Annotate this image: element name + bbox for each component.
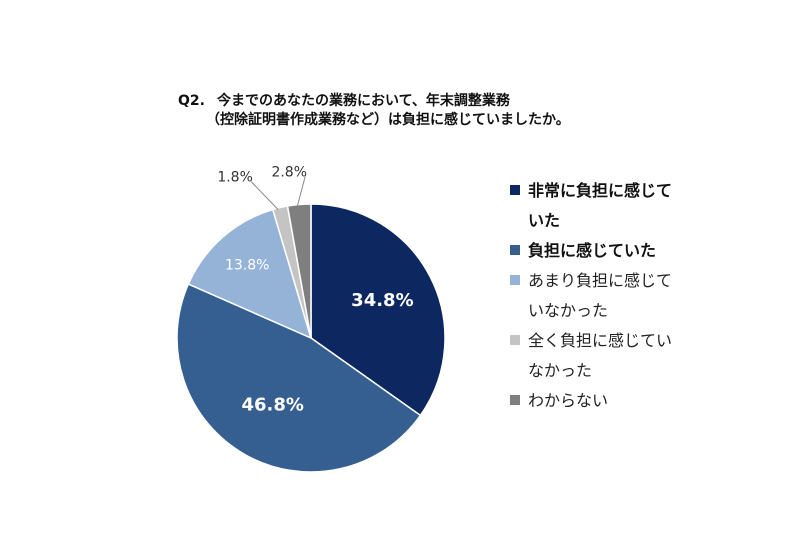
legend-label-line2: なかった xyxy=(528,361,593,380)
legend: 非常に負担に感じて いた 負担に感じていた あまり負担に感じて いなかった 全く… xyxy=(510,176,720,416)
title-line-1: 今までのあなたの業務において、年末調整業務 xyxy=(217,93,510,109)
legend-swatch xyxy=(510,245,520,255)
legend-item-not-much: あまり負担に感じて いなかった xyxy=(510,266,720,326)
question-number: Q2. xyxy=(178,93,205,109)
slice-very-burdened xyxy=(310,203,446,417)
legend-swatch xyxy=(510,275,520,285)
label-dont-know: 2.8% xyxy=(271,165,307,181)
legend-swatch xyxy=(510,395,520,405)
legend-item-not-at-all: 全く負担に感じてい なかった xyxy=(510,326,720,386)
label-not-much: 13.8% xyxy=(225,258,269,274)
legend-label-line2: いなかった xyxy=(528,301,609,320)
legend-swatch xyxy=(510,335,520,345)
title-line-2: （控除証明書作成業務など）は負担に感じていましたか。 xyxy=(206,112,570,128)
label-not-at-all: 1.8% xyxy=(217,170,253,186)
slice-dont-know xyxy=(286,203,312,339)
callout-line xyxy=(250,181,279,210)
legend-item-burdened: 負担に感じていた xyxy=(510,236,720,266)
label-burdened: 46.8% xyxy=(241,395,303,416)
legend-swatch xyxy=(510,185,520,195)
callout-line xyxy=(296,176,306,207)
legend-item-dont-know: わからない xyxy=(510,386,720,416)
legend-label-line1: わからない xyxy=(528,391,609,410)
legend-label-line1: 負担に感じていた xyxy=(528,241,657,260)
label-very-burdened: 34.8% xyxy=(351,290,413,311)
legend-label-line2: いた xyxy=(528,211,561,230)
legend-label-line1: あまり負担に感じて xyxy=(528,271,673,290)
legend-label-line1: 全く負担に感じてい xyxy=(528,331,673,350)
slice-not-much xyxy=(187,208,313,340)
legend-label-line1: 非常に負担に感じて xyxy=(528,181,673,200)
slice-burdened xyxy=(176,283,422,473)
legend-item-very-burdened: 非常に負担に感じて いた xyxy=(510,176,720,236)
